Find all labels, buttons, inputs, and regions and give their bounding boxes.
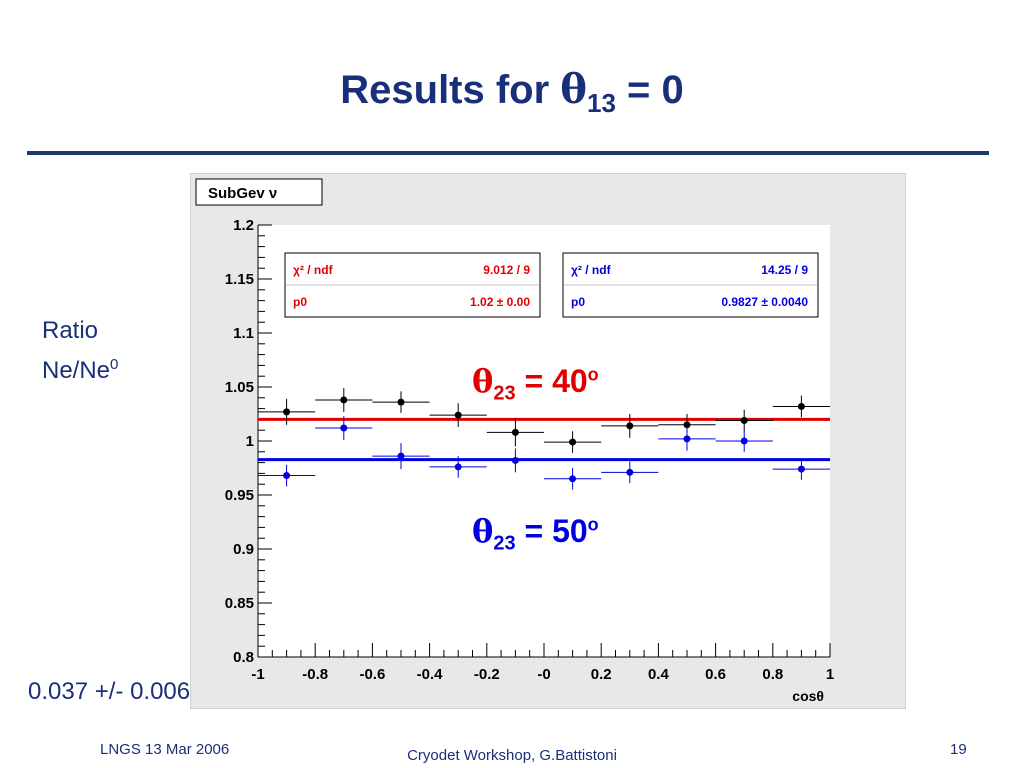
stats-chi-label-red: χ² / ndf (293, 263, 334, 277)
stats-p0-label-blue: p0 (571, 295, 585, 309)
chart: 0.8 0.85 0.9 0.95 1 1.05 1.1 1.15 1.2 -1 -0.8 -0.6 -… (190, 173, 906, 709)
data-point-blue (626, 468, 634, 476)
y-tick-label: 0.9 (233, 541, 254, 558)
annotation-blue-sup: o (587, 514, 599, 535)
y-tick-label: 1.05 (225, 379, 254, 396)
data-point-blue (683, 435, 691, 443)
y-axis-label-line2: Ne/Ne0 (42, 348, 118, 388)
x-tick-label: -1 (251, 666, 264, 683)
x-tick-label: 0.4 (648, 666, 670, 683)
stats-p0-value-red: 1.02 ± 0.00 (470, 295, 530, 309)
stats-p0-label-red: p0 (293, 295, 307, 309)
x-tick-label: 0.8 (762, 666, 783, 683)
x-axis-title: cosθ (792, 688, 824, 704)
slide-title: Results for θ13 = 0 (0, 66, 1024, 119)
page-number: 19 (950, 741, 967, 758)
y-tick-label: 0.8 (233, 649, 254, 666)
annotation-red-text: = 40 (515, 363, 588, 399)
title-divider (27, 151, 989, 155)
y-axis-label-superscript: 0 (110, 356, 119, 373)
data-point-black (569, 438, 577, 446)
y-tick-label: 1.1 (233, 325, 254, 342)
y-axis-label: Ratio Ne/Ne0 (42, 314, 118, 388)
stats-chi-value-red: 9.012 / 9 (483, 263, 530, 277)
annotation-red-symbol: θ (472, 362, 494, 400)
y-tick-label: 1.2 (233, 217, 254, 234)
y-tick-label: 1.15 (225, 271, 254, 288)
chart-title: SubGev ν (208, 185, 277, 202)
data-point-black (511, 428, 519, 436)
annotation-theta-40: θ23 = 40o (472, 362, 599, 405)
stats-p0-value-blue: 0.9827 ± 0.0040 (721, 295, 808, 309)
data-point-blue (340, 424, 348, 432)
data-point-black (340, 396, 348, 404)
data-point-black (683, 421, 691, 429)
y-tick-label: 1 (246, 433, 254, 450)
annotation-red-sup: o (587, 364, 599, 385)
annotation-theta-50: θ23 = 50o (472, 512, 599, 555)
data-point-blue (454, 463, 462, 471)
y-axis-label-line2-text: Ne/Ne (42, 357, 111, 384)
data-point-black (740, 416, 748, 424)
x-tick-label: 1 (826, 666, 834, 683)
annotation-blue-sub: 23 (493, 532, 516, 555)
x-tick-label: -0 (537, 666, 550, 683)
annotation-red-sub: 23 (493, 382, 516, 405)
title-symbol: θ (560, 66, 587, 113)
title-subscript: 13 (586, 88, 616, 118)
data-point-blue (797, 465, 805, 473)
annotation-blue-symbol: θ (472, 512, 494, 550)
data-point-black (397, 398, 405, 406)
x-tick-label: 0.6 (705, 666, 726, 683)
x-tick-label: 0.2 (591, 666, 612, 683)
x-tick-label: -0.6 (359, 666, 385, 683)
data-point-blue (283, 472, 291, 480)
data-point-blue (569, 475, 577, 483)
y-tick-label: 0.95 (225, 487, 254, 504)
x-tick-label: -0.8 (302, 666, 328, 683)
title-text: Results for (340, 68, 561, 112)
x-tick-label: -0.2 (474, 666, 500, 683)
result-note: 0.037 +/- 0.006 (28, 678, 191, 705)
data-point-blue (397, 452, 405, 460)
chart-title-box (195, 178, 323, 206)
y-tick-label: 0.85 (225, 595, 254, 612)
data-point-black (797, 402, 805, 410)
stats-chi-value-blue: 14.25 / 9 (761, 263, 808, 277)
footer-date: LNGS 13 Mar 2006 (100, 741, 230, 758)
data-point-black (454, 411, 462, 419)
data-point-black (283, 408, 291, 416)
annotation-blue-text: = 50 (515, 513, 588, 549)
footer-event: Cryodet Workshop, G.Battistoni (407, 747, 617, 764)
data-point-blue (740, 437, 748, 445)
data-point-blue (511, 456, 519, 464)
data-point-black (626, 422, 634, 430)
x-tick-label: -0.4 (417, 666, 444, 683)
title-suffix: = 0 (615, 68, 684, 112)
stats-chi-label-blue: χ² / ndf (571, 263, 612, 277)
y-axis-label-line1: Ratio (42, 317, 99, 344)
